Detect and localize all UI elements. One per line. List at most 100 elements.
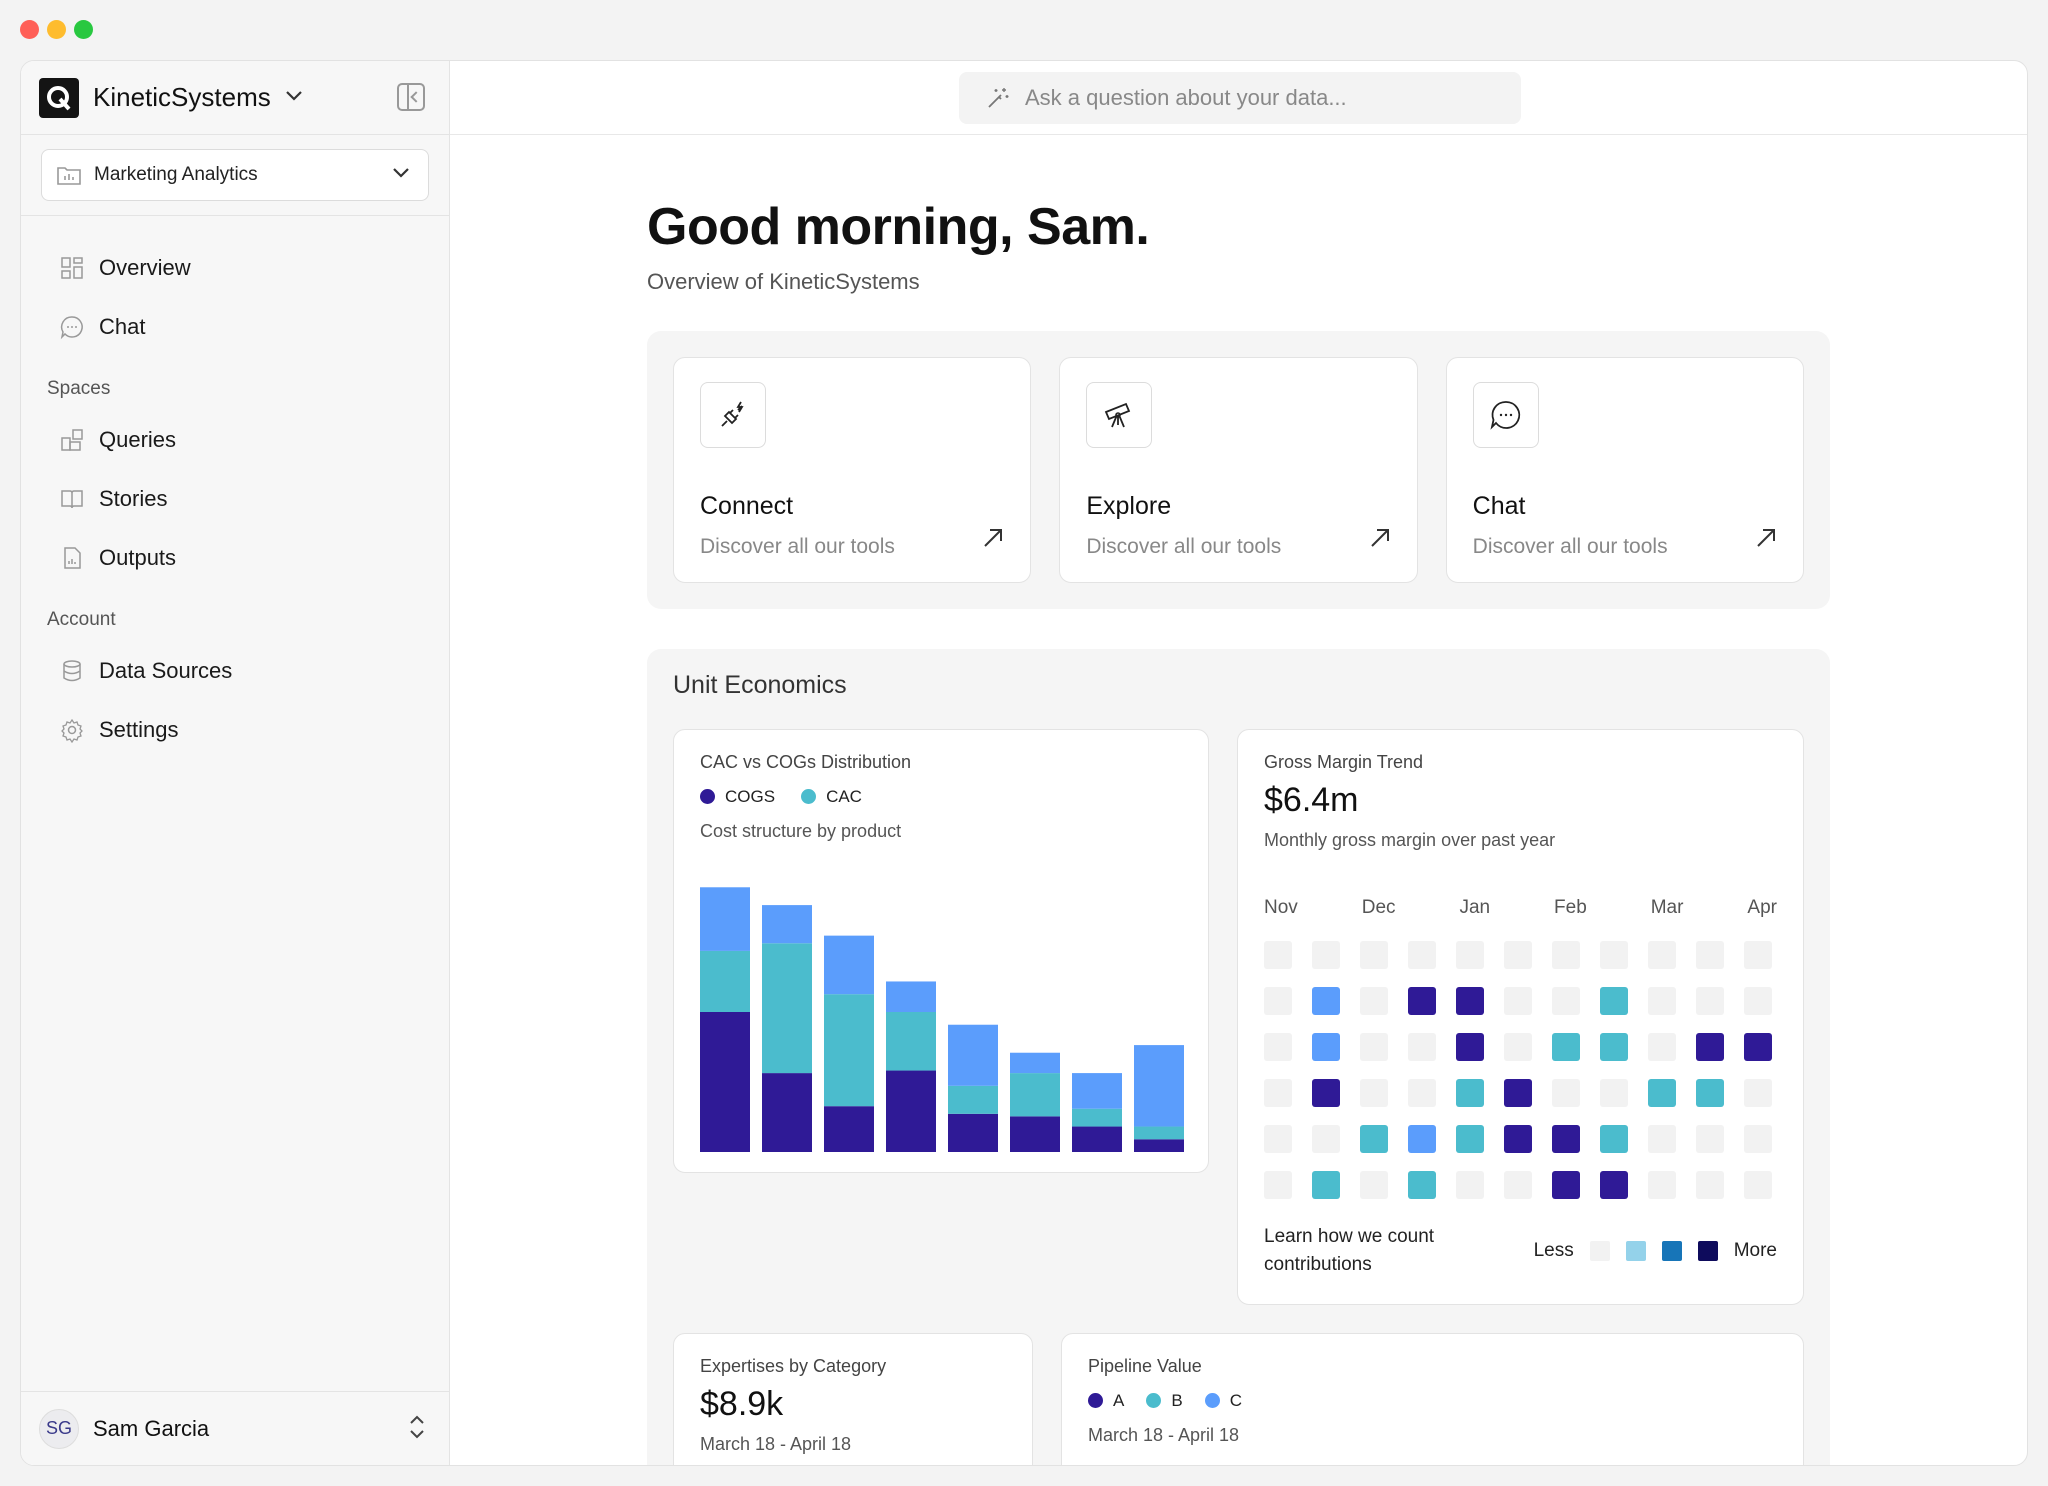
heatmap-cell (1600, 1171, 1628, 1199)
card-subtitle: Monthly gross margin over past year (1264, 830, 1556, 850)
chevron-down-icon (285, 89, 303, 107)
bar-segment-cac (1010, 1073, 1060, 1117)
grid-icon (59, 255, 85, 281)
heatmap-cell (1408, 941, 1436, 969)
heatmap-cell (1456, 1171, 1484, 1199)
close-window-button[interactable] (20, 20, 39, 39)
heatmap-cell (1408, 1171, 1436, 1199)
quick-action-title: Explore (1086, 492, 1172, 520)
quick-action-explore[interactable]: Explore Discover all our tools (1059, 357, 1418, 583)
quick-action-chat[interactable]: Chat Discover all our tools (1445, 357, 1804, 583)
dashboard-content: Good morning, Sam. Overview of KineticSy… (647, 135, 1830, 1465)
brand-switcher[interactable]: KineticSystems (21, 61, 449, 135)
bar-segment-cogs (886, 1070, 936, 1152)
heatmap-cell (1264, 1171, 1292, 1199)
heatmap-cell (1696, 987, 1724, 1015)
heatmap-cell (1264, 1125, 1292, 1153)
heatmap-cell (1504, 1125, 1532, 1153)
month-label: Dec (1361, 897, 1396, 918)
bar-segment-cac (1072, 1108, 1122, 1127)
bar-segment-cac (948, 1085, 998, 1114)
gross-margin-card: Gross Margin Trend $6.4m Monthly gross m… (1237, 729, 1804, 1305)
sidebar-item-label: Outputs (99, 544, 177, 570)
legend-item-b: B (1146, 1391, 1183, 1411)
workspace-select[interactable]: Marketing Analytics (41, 149, 429, 201)
heatmap-cell (1456, 1125, 1484, 1153)
legend-item-c: C (1204, 1391, 1242, 1411)
sidebar-item-overview[interactable]: Overview (41, 238, 429, 297)
bar-segment-cac (886, 1012, 936, 1071)
heatmap-cell (1312, 1033, 1340, 1061)
ask-input[interactable]: Ask a question about your data... (959, 71, 1521, 124)
heatmap-cell (1456, 987, 1484, 1015)
sidebar-item-settings[interactable]: Settings (41, 700, 429, 759)
month-label: Mar (1650, 897, 1684, 918)
sidebar-item-label: Data Sources (99, 657, 233, 683)
heatmap-cell (1600, 987, 1628, 1015)
bar-segment-cogs (1072, 1126, 1122, 1152)
card-title: CAC vs COGs Distribution (700, 752, 912, 772)
scale-swatch (1661, 1241, 1682, 1261)
sidebar-item-data-sources[interactable]: Data Sources (41, 641, 429, 700)
bar-segment-other (1072, 1073, 1122, 1109)
sidebar: KineticSystems Marketing Analytics (21, 61, 450, 1465)
ask-placeholder: Ask a question about your data... (1025, 84, 1347, 110)
chat-bubble-icon (59, 314, 85, 340)
card-subtitle: Cost structure by product (700, 821, 902, 841)
sidebar-item-label: Overview (99, 254, 191, 280)
sidebar-item-chat[interactable]: Chat (41, 297, 429, 356)
sidebar-item-outputs[interactable]: Outputs (41, 528, 429, 587)
gross-margin-value: $6.4m (1264, 781, 1359, 819)
quick-actions: Connect Discover all our tools Explore D… (647, 331, 1830, 609)
heatmap-cell (1312, 1125, 1340, 1153)
workspace-label: Marketing Analytics (94, 164, 258, 185)
chevrons-up-down-icon (407, 1414, 427, 1445)
maximize-window-button[interactable] (74, 20, 93, 39)
database-icon (59, 658, 85, 684)
arrow-up-right-icon (1755, 527, 1777, 554)
heatmap-cell (1744, 987, 1772, 1015)
learn-link[interactable]: Learn how we count contributions (1264, 1226, 1435, 1275)
bar-segment-other (948, 1024, 998, 1086)
heatmap-cell (1360, 941, 1388, 969)
heatmap-scale: Less More (1534, 1240, 1777, 1262)
chart-legend: A B C (1088, 1391, 1777, 1411)
chart-legend: COGS CAC (700, 787, 1182, 807)
heatmap-cell (1696, 1171, 1724, 1199)
bar-segment-cac (824, 994, 874, 1107)
sidebar-collapse-icon[interactable] (397, 83, 425, 111)
bar-segment-cogs (1134, 1139, 1184, 1152)
sidebar-nav: Overview Chat Spaces Queries Stories (21, 216, 449, 759)
heatmap-cell (1264, 941, 1292, 969)
month-label: Jan (1459, 897, 1491, 918)
heatmap-cell (1360, 1033, 1388, 1061)
sidebar-item-stories[interactable]: Stories (41, 469, 429, 528)
sidebar-item-label: Settings (99, 716, 179, 742)
quick-action-connect[interactable]: Connect Discover all our tools (673, 357, 1032, 583)
minimize-window-button[interactable] (47, 20, 66, 39)
scale-swatch (1589, 1241, 1610, 1261)
app-frame: KineticSystems Marketing Analytics (20, 60, 2028, 1466)
heatmap-cell (1360, 1171, 1388, 1199)
main-area: Ask a question about your data... Good m… (450, 61, 2027, 1465)
heatmap-cell (1552, 1171, 1580, 1199)
card-title: Gross Margin Trend (1264, 752, 1424, 772)
user-menu[interactable]: SG Sam Garcia (21, 1391, 449, 1465)
legend-item-a: A (1088, 1391, 1124, 1411)
heatmap-cell (1312, 1079, 1340, 1107)
heatmap-cell (1408, 1079, 1436, 1107)
arrow-up-right-icon (1369, 527, 1391, 554)
sidebar-item-queries[interactable]: Queries (41, 410, 429, 469)
bar-segment-cogs (1010, 1116, 1060, 1152)
scale-less-label: Less (1533, 1240, 1574, 1261)
scale-swatch (1697, 1241, 1718, 1261)
expenses-card: Expertises by Category $8.9k March 18 - … (673, 1333, 1033, 1465)
gear-icon (59, 717, 85, 743)
stacked-bar-chart (700, 887, 1184, 1152)
heatmap-cell (1552, 1033, 1580, 1061)
heatmap-cell (1312, 1171, 1340, 1199)
heatmap-cell (1696, 1125, 1724, 1153)
bar-segment-other (700, 887, 750, 951)
heatmap-cell (1600, 1125, 1628, 1153)
contribution-grid (1264, 941, 1777, 1199)
